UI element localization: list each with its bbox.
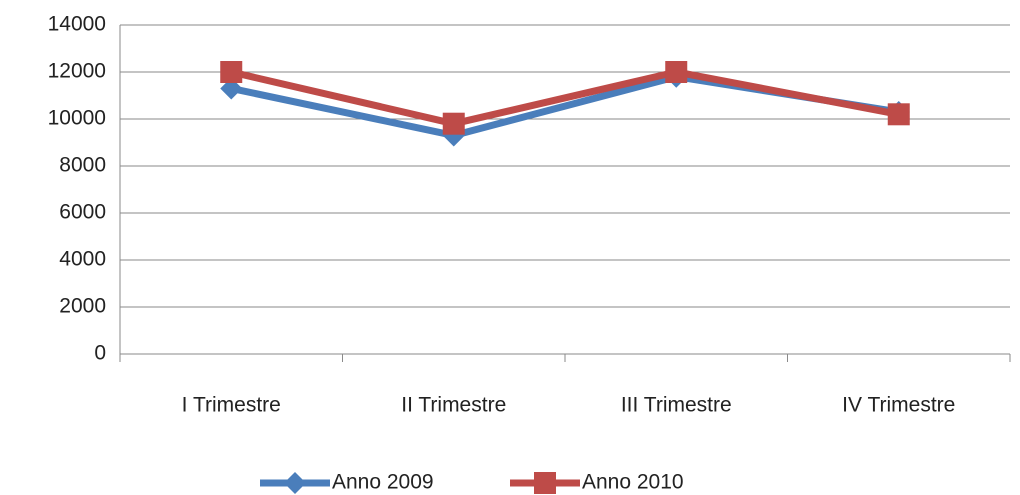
line [230, 68, 900, 128]
legend-label: Anno 2010 [582, 471, 684, 494]
x-tick-label: III Trimestre [621, 394, 732, 417]
y-tick-label: 12000 [48, 60, 106, 83]
marker [887, 103, 910, 126]
y-tick-label: 10000 [48, 107, 106, 130]
marker [220, 61, 243, 83]
legend-label: Anno 2009 [332, 471, 434, 494]
line [230, 73, 900, 139]
y-tick-label: 8000 [59, 154, 106, 177]
y-tick-label: 0 [94, 342, 106, 365]
legend-marker [284, 472, 306, 494]
y-tick-label: 14000 [48, 13, 106, 36]
legend-marker [534, 472, 556, 494]
y-tick-label: 6000 [59, 201, 106, 224]
marker [442, 112, 465, 135]
y-tick-label: 4000 [59, 248, 106, 271]
marker [665, 61, 688, 83]
x-tick-label: IV Trimestre [842, 394, 955, 417]
x-tick-label: II Trimestre [401, 394, 506, 417]
x-tick-label: I Trimestre [182, 394, 281, 417]
y-tick-label: 2000 [59, 295, 106, 318]
